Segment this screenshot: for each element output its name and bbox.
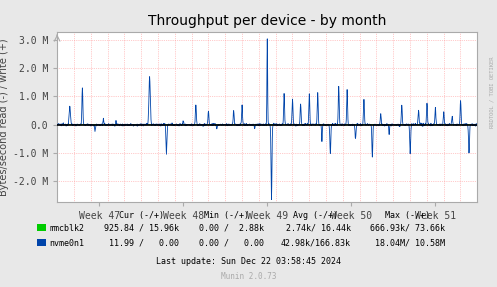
Text: 925.84 / 15.96k: 925.84 / 15.96k: [104, 224, 179, 233]
Text: 42.98k/166.83k: 42.98k/166.83k: [281, 238, 350, 248]
Text: Munin 2.0.73: Munin 2.0.73: [221, 272, 276, 282]
Text: Cur (-/+): Cur (-/+): [119, 211, 164, 220]
Text: Min (-/+): Min (-/+): [204, 211, 248, 220]
Text: 666.93k/ 73.66k: 666.93k/ 73.66k: [370, 224, 445, 233]
Text: 2.74k/ 16.44k: 2.74k/ 16.44k: [281, 224, 350, 233]
Text: RRDTOOL / TOBI OETIKER: RRDTOOL / TOBI OETIKER: [490, 56, 495, 128]
Text: 18.04M/ 10.58M: 18.04M/ 10.58M: [370, 238, 445, 248]
Text: 11.99 /   0.00: 11.99 / 0.00: [104, 238, 179, 248]
Text: nvme0n1: nvme0n1: [50, 238, 84, 248]
Text: Max (-/+): Max (-/+): [385, 211, 430, 220]
Text: 0.00 /  2.88k: 0.00 / 2.88k: [189, 224, 263, 233]
Text: Last update: Sun Dec 22 03:58:45 2024: Last update: Sun Dec 22 03:58:45 2024: [156, 257, 341, 266]
Y-axis label: Bytes/second read (-) / write (+): Bytes/second read (-) / write (+): [0, 38, 9, 196]
Text: mmcblk2: mmcblk2: [50, 224, 84, 233]
Title: Throughput per device - by month: Throughput per device - by month: [148, 13, 386, 28]
Text: 0.00 /   0.00: 0.00 / 0.00: [189, 238, 263, 248]
Text: Avg (-/+): Avg (-/+): [293, 211, 338, 220]
